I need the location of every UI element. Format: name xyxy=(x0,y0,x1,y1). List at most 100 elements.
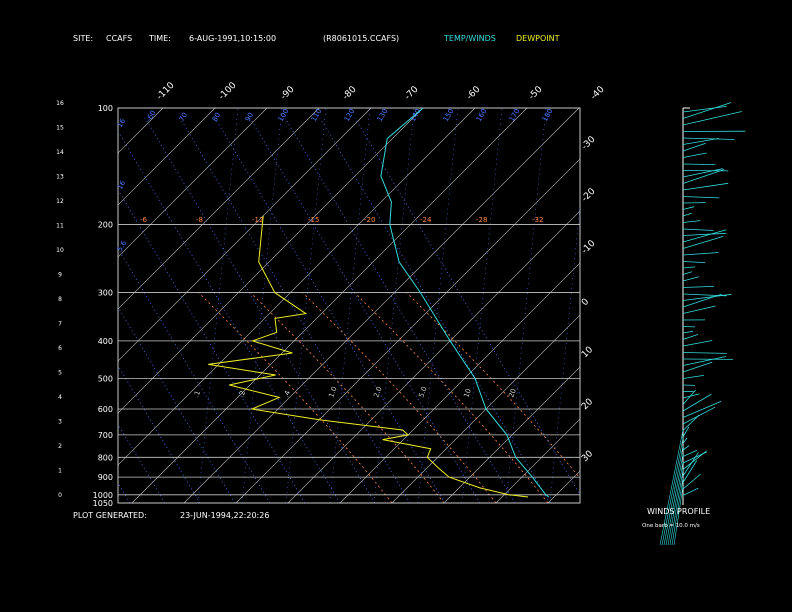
isotherm-line xyxy=(391,314,580,503)
footer: PLOT GENERATED: 23-JUN-1994,22:20:26 xyxy=(73,511,269,520)
isotherm-right-label: 0 xyxy=(580,297,591,308)
mixing-ratio-grid xyxy=(118,108,580,503)
blue-grid-label: 90 xyxy=(244,111,255,123)
pressure-label: 900 xyxy=(98,473,113,482)
wind-barb xyxy=(682,271,693,275)
wind-barb xyxy=(682,261,706,263)
mixing-ratio-line xyxy=(197,108,239,503)
wind-barb xyxy=(682,152,707,158)
mixing-ratio-line xyxy=(329,108,371,503)
adiabat-label: -8 xyxy=(196,216,203,224)
wind-barb xyxy=(682,401,722,418)
pressure-label: 400 xyxy=(98,337,113,346)
wind-barb xyxy=(682,361,713,373)
generated-value: 23-JUN-1994,22:20:26 xyxy=(180,511,269,520)
mixing-ratio-label: 2.0 xyxy=(372,385,383,398)
generated-label: PLOT GENERATED: xyxy=(73,511,147,520)
isotherm-right-labels: -30 -20 -10 0 10 20 30 xyxy=(580,134,598,464)
wind-barb xyxy=(682,356,726,366)
blue-grid-label: 160 xyxy=(475,107,489,123)
wind-barb xyxy=(682,182,729,191)
time-label: TIME: xyxy=(148,34,171,43)
wind-barb xyxy=(682,138,720,145)
mixing-ratio-line xyxy=(118,189,306,503)
wind-barb xyxy=(682,305,716,314)
wind-barb xyxy=(682,437,688,444)
wind-barb xyxy=(682,229,727,243)
isotherm-top-label: -40 xyxy=(589,84,607,102)
isotherm-line xyxy=(0,108,111,503)
blue-grid-label: 150 xyxy=(442,107,456,123)
height-tick-label: 4 xyxy=(58,394,62,401)
height-tick-label: 6 xyxy=(58,345,62,352)
dewpoint-series-line xyxy=(208,215,529,498)
wind-barb xyxy=(682,111,742,126)
height-tick-label: 0 xyxy=(58,492,62,499)
wind-barb xyxy=(682,449,698,457)
pressure-label: 800 xyxy=(98,453,113,462)
wind-barbs xyxy=(659,102,746,546)
mixing-ratio-line xyxy=(284,117,516,503)
isotherm-right-label: 10 xyxy=(580,345,595,360)
height-tick-label: 14 xyxy=(56,149,64,156)
height-tick-label: 16 xyxy=(56,100,64,107)
adiabat-label: -6 xyxy=(140,216,148,224)
height-tick-label: 10 xyxy=(56,247,64,254)
pressure-label: 600 xyxy=(98,405,113,414)
wind-barb xyxy=(682,212,692,217)
wind-barb xyxy=(682,393,712,412)
isotherm-line xyxy=(287,210,580,503)
isotherm-line xyxy=(118,108,320,310)
isotherm-line xyxy=(118,108,372,362)
winds-profile-note: One barb = 10.0 m/s xyxy=(642,523,700,529)
blue-grid-label: -60 xyxy=(145,109,158,123)
mixing-ratio-line xyxy=(118,423,166,503)
file-id: (R8061015.CCAFS) xyxy=(323,34,399,43)
blue-grid-label: 16 xyxy=(116,117,128,129)
pressure-label: 300 xyxy=(98,289,113,298)
wind-barb xyxy=(682,137,735,140)
wind-barb xyxy=(682,106,727,113)
wind-barb xyxy=(661,437,684,546)
isotherm-line xyxy=(600,108,792,503)
adiabat-label: -15 xyxy=(308,216,319,224)
isotherm-top-label: -50 xyxy=(527,84,545,102)
isotherm-line xyxy=(118,108,424,414)
blue-grid-label: 130 xyxy=(376,107,390,123)
temp-series-line xyxy=(380,108,550,498)
wind-barb xyxy=(682,487,699,496)
winds-profile-title: WINDS PROFILE xyxy=(647,507,710,516)
wind-barb xyxy=(682,450,707,470)
header: SITE: CCAFS TIME: 6-AUG-1991,10:15:00 (R… xyxy=(73,34,560,43)
height-tick-label: 13 xyxy=(56,174,64,181)
wind-barb xyxy=(673,485,684,546)
mixing-ratio-line xyxy=(118,306,236,503)
wind-barb xyxy=(682,293,732,301)
height-tick-label: 8 xyxy=(58,296,62,303)
adiabat-label: -20 xyxy=(364,216,375,224)
mixing-ratio-label: .1 xyxy=(192,390,202,399)
wind-barb xyxy=(682,389,697,405)
isotherm-right-label: 20 xyxy=(580,397,595,412)
isotherm-top-label: -70 xyxy=(403,84,421,102)
isotherm-line xyxy=(118,108,476,466)
blue-grid-label: 120 xyxy=(343,107,357,123)
height-tick-label: 5 xyxy=(58,370,62,377)
wind-barb xyxy=(682,163,716,165)
winds-profile-panel: WINDS PROFILE One barb = 10.0 m/s xyxy=(642,102,746,546)
legend-dew: DEWPOINT xyxy=(516,34,560,43)
dry-adiabat-labels: -6 -8 -12 -15 -20 -24 -28 -32 xyxy=(140,216,543,224)
wind-barb xyxy=(682,414,700,431)
isotherm-line xyxy=(118,108,268,258)
wind-barb xyxy=(682,228,714,231)
wind-barb xyxy=(667,461,684,546)
legend-temp: TEMP/WINDS xyxy=(443,34,496,43)
site-value: CCAFS xyxy=(106,34,132,43)
mixing-ratio-line xyxy=(373,108,415,503)
blue-grid-label: 180 xyxy=(541,107,555,123)
mixing-ratio-line xyxy=(214,117,446,503)
wind-barb xyxy=(682,168,723,178)
